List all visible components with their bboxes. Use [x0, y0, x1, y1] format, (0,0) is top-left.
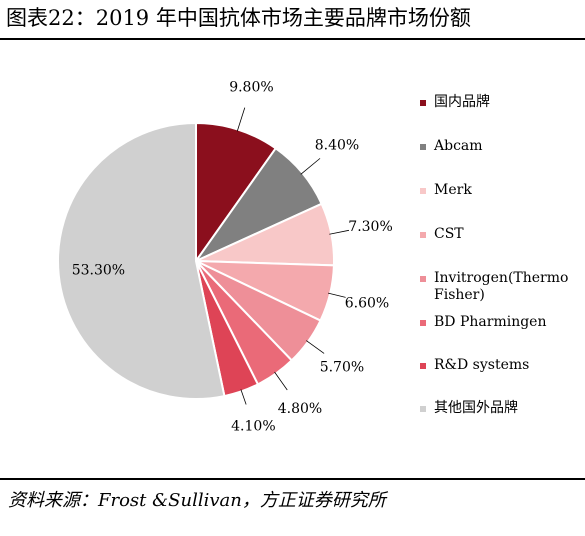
pie-chart: 9.80% 8.40% 7.30% 6.60% 5.70% 4.80%4.10% 53.30…: [57, 80, 393, 435]
leader-line: [236, 107, 246, 132]
legend-item: 其他国外品牌: [420, 400, 579, 417]
legend-swatch: [420, 144, 426, 150]
legend-label: Merk: [434, 182, 472, 198]
data-label: 7.30%: [348, 219, 392, 235]
legend-label: BD Pharmingen: [434, 314, 547, 330]
legend-swatch: [420, 406, 426, 412]
leader-line: [240, 389, 247, 405]
leader-line: [274, 371, 288, 391]
data-label: 6.60%: [345, 296, 389, 312]
data-label: 5.70%: [320, 359, 364, 375]
legend-swatch: [420, 232, 426, 238]
leader-line: [306, 340, 325, 354]
data-label: 9.80%: [229, 80, 273, 96]
legend-item: BD Pharmingen: [420, 314, 579, 331]
pie-slice: [57, 121, 226, 400]
leader-line: [328, 292, 346, 298]
pie-slices: [57, 121, 335, 400]
data-label: 4.10%: [231, 418, 275, 434]
leader-line: [329, 229, 350, 235]
leader-lines: [236, 107, 350, 405]
figure-title: 图表22：2019 年中国抗体市场主要品牌市场份额: [6, 6, 471, 30]
legend-item: Merk: [420, 182, 579, 199]
data-labels: 9.80% 8.40% 7.30% 6.60% 5.70% 4.80%4.10% 53.30…: [72, 80, 393, 435]
title-rule: [0, 38, 585, 40]
legend-label: R&D systems: [434, 357, 530, 373]
legend-item: R&D systems: [420, 357, 579, 374]
legend-label: Invitrogen(Thermo Fisher): [434, 270, 569, 303]
legend-item: Invitrogen(Thermo Fisher): [420, 270, 579, 304]
legend-swatch: [420, 100, 426, 106]
legend-swatch: [420, 188, 426, 194]
legend-swatch: [420, 320, 426, 326]
source-rule: [0, 478, 585, 480]
data-label: 4.80%: [278, 401, 322, 417]
legend-swatch: [420, 276, 426, 282]
legend-label: 国内品牌: [434, 94, 490, 110]
legend-label: Abcam: [434, 138, 483, 154]
legend-item: Abcam: [420, 138, 579, 155]
source-note: 资料来源：Frost &Sullivan，方正证券研究所: [8, 490, 386, 511]
legend-label: CST: [434, 226, 464, 242]
data-label: 53.30%: [72, 262, 125, 278]
legend-label: 其他国外品牌: [434, 400, 518, 416]
data-label: 8.40%: [315, 137, 359, 153]
legend-swatch: [420, 363, 426, 369]
legend-item: CST: [420, 226, 579, 243]
leader-line: [300, 158, 321, 175]
legend-item: 国内品牌: [420, 94, 579, 111]
